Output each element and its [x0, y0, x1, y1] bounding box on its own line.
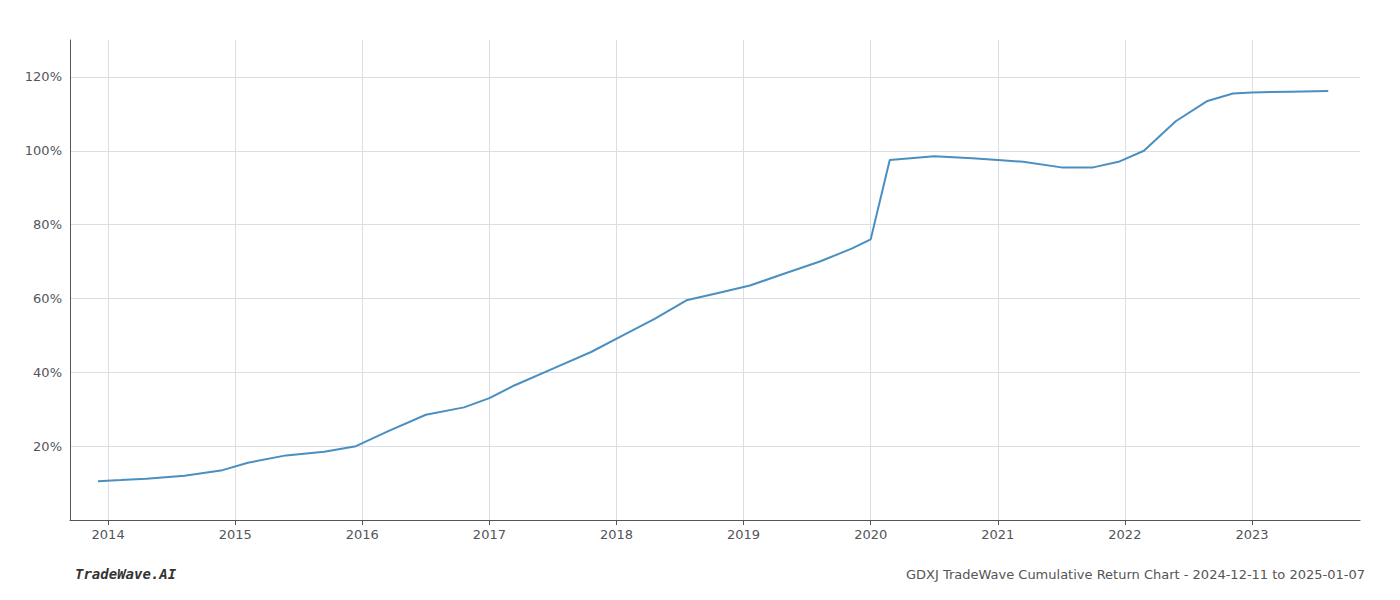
svg-text:2022: 2022	[1108, 527, 1141, 542]
svg-text:2014: 2014	[92, 527, 125, 542]
svg-text:GDXJ TradeWave Cumulative Retu: GDXJ TradeWave Cumulative Return Chart -…	[906, 567, 1365, 582]
svg-text:2023: 2023	[1235, 527, 1268, 542]
svg-text:100%: 100%	[25, 143, 62, 158]
svg-text:2021: 2021	[981, 527, 1014, 542]
svg-text:120%: 120%	[25, 69, 62, 84]
svg-text:20%: 20%	[33, 439, 62, 454]
svg-text:TradeWave.AI: TradeWave.AI	[75, 566, 177, 582]
svg-text:2020: 2020	[854, 527, 887, 542]
svg-text:80%: 80%	[33, 217, 62, 232]
svg-text:2016: 2016	[346, 527, 379, 542]
svg-text:2019: 2019	[727, 527, 760, 542]
svg-text:2015: 2015	[219, 527, 252, 542]
svg-text:40%: 40%	[33, 365, 62, 380]
svg-text:2017: 2017	[473, 527, 506, 542]
svg-text:2018: 2018	[600, 527, 633, 542]
svg-text:60%: 60%	[33, 291, 62, 306]
